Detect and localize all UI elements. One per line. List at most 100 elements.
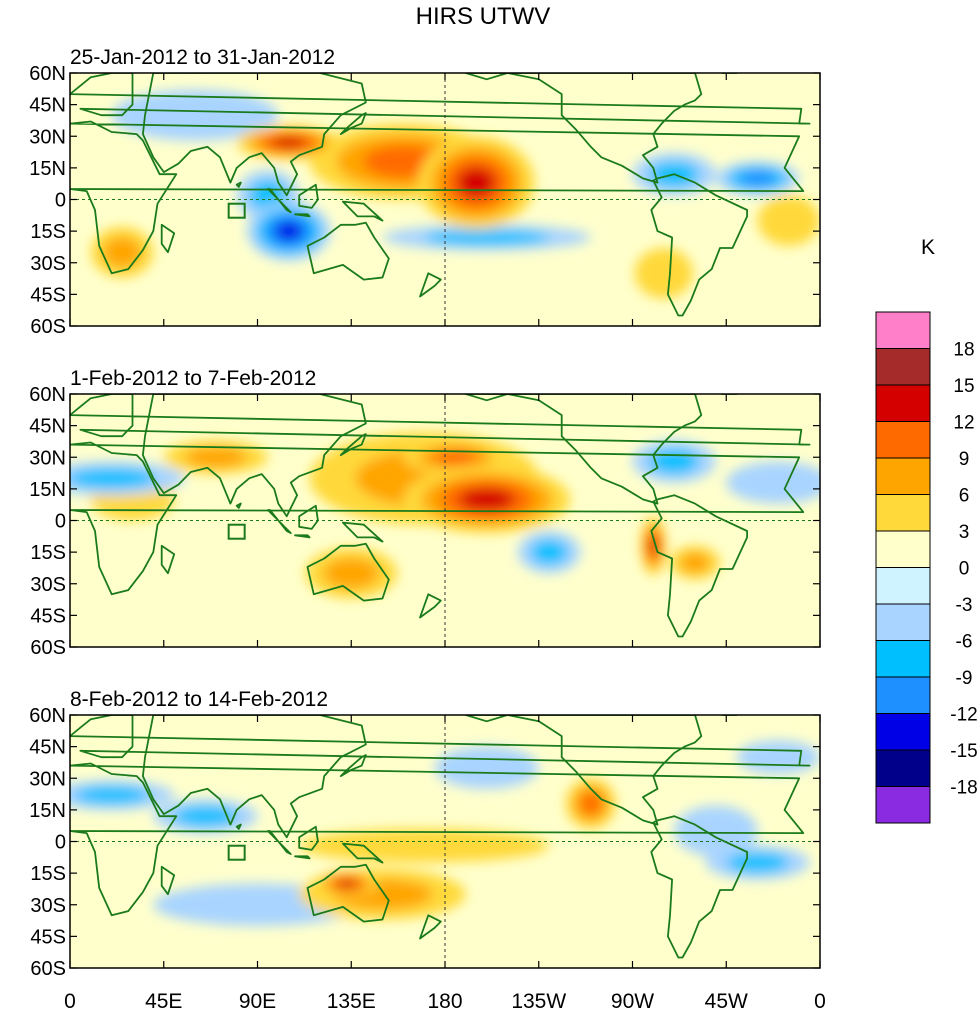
colorbar-swatch <box>875 457 931 495</box>
colorbar-level-label: -18 <box>950 778 977 799</box>
coastline <box>294 213 311 218</box>
coastline <box>341 200 384 222</box>
coastline <box>298 825 319 851</box>
anomaly-blob <box>739 171 776 186</box>
coastline <box>339 433 367 457</box>
lat-tick-label: 45N <box>29 95 66 117</box>
lat-tick-label: 45S <box>30 605 66 627</box>
colorbar-unit-label: K <box>921 236 935 259</box>
coastline <box>70 715 811 767</box>
lat-tick-label: 15N <box>29 800 66 822</box>
colorbar-level-label: 0 <box>959 559 970 580</box>
lat-tick-labels: 60N 45N 30N 15N 0 15S 30S 45S 60S <box>29 705 66 980</box>
coastlines <box>70 73 811 317</box>
lat-tick-label: 45N <box>29 416 66 438</box>
coastline <box>70 394 811 446</box>
anomaly-blob <box>580 792 602 815</box>
lon-tick-label: 45E <box>145 990 182 1013</box>
coastline <box>464 73 703 184</box>
colorbar-level-label: 6 <box>959 486 970 507</box>
colorbar-level-label: -9 <box>956 668 973 689</box>
lat-tick-label: 60S <box>30 637 66 659</box>
lat-tick-label: 45S <box>30 284 66 306</box>
anomaly-blob <box>649 448 700 475</box>
lon-tick-label: 135W <box>511 990 566 1013</box>
colorbar-level-label: -3 <box>956 595 973 616</box>
panel-frame <box>69 393 821 648</box>
coastline <box>294 534 311 539</box>
colorbar-swatch <box>875 494 931 532</box>
coastline <box>306 221 390 281</box>
lat-tick-label: 15N <box>29 158 66 180</box>
coastline <box>650 494 748 638</box>
lat-tick-label: 60N <box>29 63 66 85</box>
coastline <box>419 593 442 619</box>
lon-tick-label: 0 <box>814 990 826 1013</box>
colorbar-level-label: -6 <box>956 632 973 653</box>
coastline <box>341 521 384 543</box>
lat-tick-label: 30S <box>30 895 66 917</box>
lon-tick-labels: 0 45E 90E 135E 180 135W 90W 45W 0 <box>64 990 826 1013</box>
coastline <box>160 865 176 896</box>
lat-tick-label: 0 <box>55 511 66 533</box>
coastline <box>70 120 805 275</box>
coastlines <box>70 394 811 638</box>
anomaly-blob <box>456 167 496 199</box>
colorbar-level-label: 9 <box>959 449 970 470</box>
coastline <box>339 112 367 136</box>
figure-title: HIRS UTWV <box>416 3 551 30</box>
coastline <box>235 181 242 188</box>
coastline <box>70 762 805 917</box>
anomaly-blob <box>674 805 758 857</box>
colorbar-swatch <box>875 530 931 568</box>
coastline <box>141 394 367 518</box>
anomaly-field <box>90 89 820 299</box>
lat-tick-label: 60N <box>29 384 66 406</box>
coastline <box>298 183 319 209</box>
coastline <box>650 815 748 959</box>
lat-tick-label: 30N <box>29 126 66 148</box>
lat-tick-label: 30N <box>29 447 66 469</box>
anomaly-blob <box>458 488 515 511</box>
colorbar-swatch <box>875 603 931 641</box>
lat-tick-label: 45S <box>30 926 66 948</box>
colorbar-swatch <box>875 567 931 605</box>
lat-tick-label: 30S <box>30 253 66 275</box>
lat-tick-label: 45N <box>29 737 66 759</box>
coastline <box>294 855 311 860</box>
coastline <box>141 715 367 839</box>
panel-frame <box>69 714 821 969</box>
coastline <box>160 223 176 254</box>
anomaly-blob <box>74 786 150 804</box>
coastline <box>160 544 176 575</box>
coastline <box>339 754 367 777</box>
anomaly-blob <box>433 450 478 465</box>
anomaly-blob <box>103 237 141 268</box>
panel-subtitle: 8-Feb-2012 to 14-Feb-2012 <box>70 688 328 711</box>
lat-tick-label: 60N <box>29 705 66 727</box>
anomaly-blob <box>634 247 693 299</box>
coastline <box>70 441 805 596</box>
map-panel: 8-Feb-2012 to 14-Feb-2012 60N 45N 30N 15N 0 1… <box>29 688 821 980</box>
panel-subtitle: 1-Feb-2012 to 7-Feb-2012 <box>70 367 316 390</box>
coastline <box>419 272 442 298</box>
anomaly-blob <box>184 447 248 468</box>
coastline <box>306 542 390 602</box>
lon-tick-label: 135E <box>327 990 376 1013</box>
coastline <box>306 863 390 923</box>
colorbar-level-label: -12 <box>950 705 977 726</box>
anomaly-blob <box>726 461 820 504</box>
colorbar-level-label: 12 <box>953 413 974 434</box>
map-panel: 25-Jan-2012 to 31-Jan-2012 60N 45N 30N 15N 0… <box>29 46 821 338</box>
colorbar-swatch <box>875 676 931 714</box>
coastline <box>419 914 442 940</box>
colorbar-swatch <box>875 749 931 787</box>
coastline <box>266 188 292 214</box>
lon-tick-label: 180 <box>427 990 462 1013</box>
colorbar-swatch <box>875 713 931 751</box>
reference-lines <box>69 393 821 648</box>
colorbar-swatch <box>875 384 931 422</box>
anomaly-blob <box>274 221 303 241</box>
